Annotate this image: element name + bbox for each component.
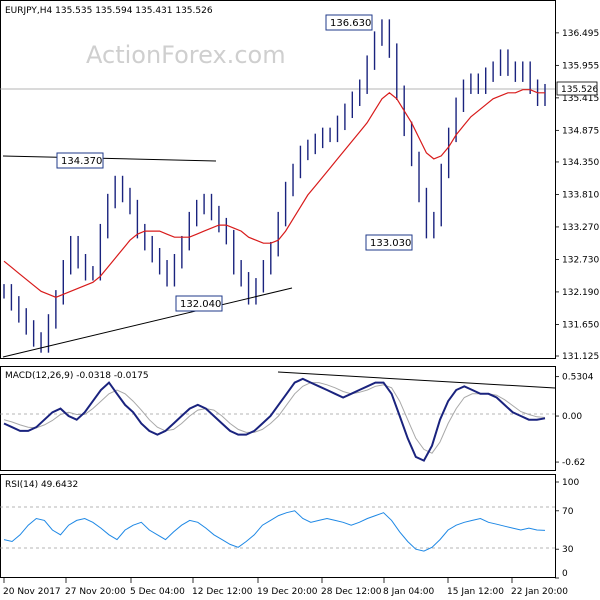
macd-y-axis: 0.5304 0.00 -0.62 xyxy=(555,373,594,468)
rsi-line xyxy=(3,510,546,552)
rsi-y-tick-label: 100 xyxy=(562,478,579,488)
resistance-trendline xyxy=(2,155,217,162)
rsi-y-axis: 100 70 30 0 xyxy=(555,478,579,579)
price-y-tick-label: 134.350 xyxy=(562,158,599,168)
support-trendline xyxy=(2,287,293,358)
price-y-tick-label: 133.810 xyxy=(562,190,599,200)
macd-header: MACD(12,26,9) -0.0318 -0.0175 xyxy=(5,371,149,381)
annotation-high-text: 136.630 xyxy=(330,18,371,29)
macd-y-tick-label: 0.00 xyxy=(562,412,582,422)
current-price-value: 135.526 xyxy=(561,85,598,95)
x-tick-label: 27 Nov 20:00 xyxy=(65,587,126,597)
macd-divergence-trendline xyxy=(277,371,556,389)
macd-y-tick-label: -0.62 xyxy=(562,458,585,468)
annotation-low-jan-text: 133.030 xyxy=(370,238,411,249)
annotation-low-dec-text: 132.040 xyxy=(180,299,221,310)
x-axis: 20 Nov 2017 27 Nov 20:00 5 Dec 04:00 12 Dec… xyxy=(3,578,568,597)
rsi-y-tick-label: 30 xyxy=(562,545,574,555)
price-y-tick-label: 136.495 xyxy=(562,29,599,39)
annotation-low-dec: 132.040 xyxy=(175,295,223,312)
rsi-header: RSI(14) 49.6432 xyxy=(5,480,78,490)
rsi-y-tick-label: 70 xyxy=(562,507,574,517)
macd-panel: MACD(12,26,9) -0.0318 -0.0175 0.5304 0.00… xyxy=(0,366,594,471)
price-header: EURJPY,H4 135.535 135.594 135.431 135.52… xyxy=(5,6,213,16)
moving-average-line xyxy=(3,89,545,298)
macd-panel-frame xyxy=(0,366,556,471)
price-y-tick-label: 133.270 xyxy=(562,223,599,233)
price-y-tick-label: 131.650 xyxy=(562,320,599,330)
annotation-resistance: 134.370 xyxy=(56,152,104,169)
x-tick-label: 19 Dec 20:00 xyxy=(257,587,318,597)
x-tick-label: 12 Dec 12:00 xyxy=(192,587,253,597)
rsi-panel-frame xyxy=(0,474,556,578)
x-tick-label: 8 Jan 04:00 xyxy=(383,587,435,597)
x-tick-label: 28 Dec 12:00 xyxy=(321,587,382,597)
price-y-tick-label: 132.190 xyxy=(562,288,599,298)
price-y-tick-label: 135.955 xyxy=(562,61,599,71)
annotation-low-jan: 133.030 xyxy=(365,234,413,251)
price-y-axis: 136.495 135.955 135.415 134.875 134.350 133.8… xyxy=(555,29,599,362)
rsi-panel: RSI(14) 49.6432 100 70 30 0 xyxy=(0,474,579,579)
x-tick-label: 22 Jan 20:00 xyxy=(511,587,568,597)
annotation-resistance-text: 134.370 xyxy=(61,156,102,167)
annotation-high: 136.630 xyxy=(325,14,373,31)
rsi-y-tick-label: 0 xyxy=(562,569,568,579)
price-panel: ActionForex.com EURJPY,H4 135.535 135.59… xyxy=(0,0,599,362)
price-y-tick-label: 132.730 xyxy=(562,255,599,265)
price-y-tick-label: 134.875 xyxy=(562,126,599,136)
current-price-tag: 135.526 xyxy=(556,81,598,96)
watermark: ActionForex.com xyxy=(86,41,286,69)
x-tick-label: 20 Nov 2017 xyxy=(3,587,61,597)
macd-y-tick-label: 0.5304 xyxy=(562,373,594,383)
price-y-tick-label: 135.415 xyxy=(562,94,599,104)
price-panel-frame xyxy=(0,0,556,359)
price-bars xyxy=(3,19,546,353)
macd-main-line xyxy=(3,377,546,462)
x-tick-label: 5 Dec 04:00 xyxy=(130,587,185,597)
price-y-tick-label: 131.125 xyxy=(562,352,599,362)
x-tick-label: 15 Jan 12:00 xyxy=(447,587,504,597)
macd-signal-line xyxy=(3,382,546,454)
